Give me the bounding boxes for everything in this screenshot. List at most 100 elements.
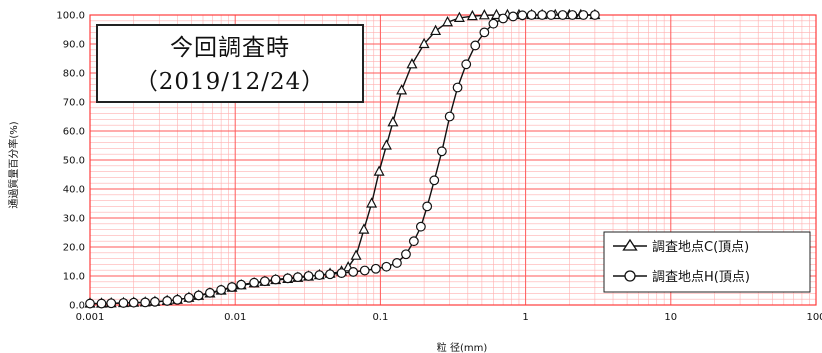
annotation-frame xyxy=(96,24,364,103)
x-tick-label: 1 xyxy=(522,312,528,323)
annotation-line-2: （2019/12/24） xyxy=(135,69,326,95)
x-tick-label: 0.1 xyxy=(372,312,388,323)
y-tick-label: 70.0 xyxy=(63,98,85,109)
data-point-circle xyxy=(408,236,419,247)
grid xyxy=(90,15,816,305)
data-point-circle xyxy=(589,10,600,20)
circle-marker-icon xyxy=(624,270,636,282)
data-point-triangle xyxy=(466,9,478,21)
data-point-circle xyxy=(259,276,270,287)
x-tick-label: 10 xyxy=(664,312,677,323)
data-point-triangle xyxy=(418,37,430,49)
data-point-triangle xyxy=(366,197,378,208)
y-tick-label: 0.0 xyxy=(69,301,85,312)
data-point-triangle xyxy=(358,223,370,234)
y-tick-label: 40.0 xyxy=(63,185,85,196)
data-point-circle xyxy=(336,268,347,279)
series-h xyxy=(85,10,600,309)
data-point-circle xyxy=(140,297,151,308)
data-point-circle xyxy=(303,271,314,281)
data-point-circle xyxy=(292,272,303,283)
x-tick-label: 0.001 xyxy=(76,312,105,323)
data-point-circle xyxy=(236,279,247,290)
data-point-circle xyxy=(172,294,183,305)
data-point-triangle xyxy=(453,11,465,22)
annotation-line-1: 今回調査時 xyxy=(170,35,290,61)
data-point-circle xyxy=(444,111,455,122)
y-tick-label: 30.0 xyxy=(63,214,85,225)
data-point-triangle xyxy=(396,84,408,95)
data-point-triangle xyxy=(406,58,418,69)
data-point-triangle xyxy=(350,249,362,260)
data-point-circle xyxy=(436,146,447,157)
data-point-circle xyxy=(517,10,528,21)
data-point-circle xyxy=(106,298,117,309)
data-point-circle xyxy=(216,285,227,295)
data-point-circle xyxy=(452,82,463,93)
data-point-triangle xyxy=(380,139,392,150)
data-point-circle xyxy=(314,270,325,281)
data-point-circle xyxy=(415,221,426,232)
y-tick-label: 10.0 xyxy=(63,272,85,283)
x-tick-label: 0.01 xyxy=(224,312,246,323)
series-layer xyxy=(84,8,601,309)
data-point-circle xyxy=(128,297,139,308)
plot-area xyxy=(89,14,817,306)
data-point-circle xyxy=(162,296,173,306)
y-tick-label: 20.0 xyxy=(63,243,85,254)
y-tick-label: 100.0 xyxy=(56,11,85,22)
data-point-circle xyxy=(325,269,335,280)
data-point-circle xyxy=(578,10,589,20)
data-point-circle xyxy=(470,40,481,51)
legend-label-h: 調査地点H(頂点) xyxy=(652,270,750,285)
data-point-circle xyxy=(227,282,237,292)
data-point-circle xyxy=(96,298,107,309)
y-tick-label: 60.0 xyxy=(63,127,85,138)
data-point-circle xyxy=(392,258,402,268)
data-point-circle xyxy=(381,261,392,272)
data-point-circle xyxy=(193,290,204,301)
data-point-circle xyxy=(537,10,548,20)
data-point-triangle xyxy=(430,24,442,36)
x-axis-label: 粒 径(mm) xyxy=(437,341,488,353)
data-point-circle xyxy=(348,267,359,277)
data-point-circle xyxy=(546,10,557,20)
data-point-triangle xyxy=(387,116,399,127)
data-point-circle xyxy=(526,10,537,20)
y-axis-label: 通過質量百分率(%) xyxy=(7,121,20,208)
data-point-circle xyxy=(508,11,518,22)
data-point-circle xyxy=(184,292,194,303)
data-point-circle xyxy=(401,249,411,260)
y-tick-label: 90.0 xyxy=(63,40,85,51)
data-point-circle xyxy=(498,13,509,24)
data-point-circle xyxy=(557,10,568,20)
data-point-circle xyxy=(282,273,293,284)
triangle-marker-icon xyxy=(622,238,638,251)
data-point-triangle xyxy=(442,15,454,27)
data-point-triangle xyxy=(373,165,385,176)
data-point-triangle xyxy=(478,9,490,20)
data-point-circle xyxy=(461,59,472,70)
data-point-circle xyxy=(118,298,129,308)
legend-frame xyxy=(603,231,811,293)
data-point-circle xyxy=(85,298,95,309)
data-point-circle xyxy=(249,277,260,288)
y-tick-label: 50.0 xyxy=(63,156,85,167)
data-point-circle xyxy=(370,263,381,274)
data-point-circle xyxy=(422,201,433,212)
data-point-circle xyxy=(359,265,370,276)
data-point-circle xyxy=(205,287,215,298)
annotation-box: 今回調査時 （2019/12/24） xyxy=(96,24,364,103)
legend-label-c: 調査地点C(頂点) xyxy=(652,240,749,255)
tick-labels: 0.010.020.030.040.050.060.070.080.090.01… xyxy=(56,11,822,324)
data-point-circle xyxy=(488,18,499,29)
data-point-circle xyxy=(150,296,160,307)
x-tick-label: 100 xyxy=(806,312,822,323)
data-point-circle xyxy=(479,27,490,38)
data-point-circle xyxy=(429,175,440,186)
legend: 調査地点C(頂点) 調査地点H(頂点) xyxy=(603,231,811,293)
y-tick-label: 80.0 xyxy=(63,69,85,80)
data-point-circle xyxy=(270,274,281,285)
data-point-circle xyxy=(567,10,578,20)
